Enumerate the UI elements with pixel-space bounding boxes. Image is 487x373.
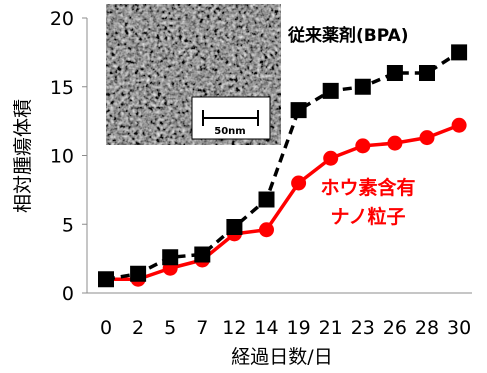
x-tick-label: 0 [100, 317, 112, 339]
data-point [354, 78, 371, 95]
data-point [419, 65, 435, 81]
y-tick-label: 5 [62, 214, 74, 236]
x-tick-label: 28 [415, 317, 439, 339]
x-tick-label: 5 [164, 317, 176, 339]
data-point [290, 102, 307, 119]
x-tick-label: 19 [287, 317, 311, 339]
series-layer [98, 44, 468, 288]
x-tick-labels: 0 2 5 7 12 14 19 21 23 26 28 30 [100, 317, 471, 339]
data-point [291, 175, 307, 191]
data-point [194, 246, 211, 263]
x-tick-label: 12 [222, 317, 246, 339]
series-line [106, 123, 460, 281]
data-point [387, 135, 403, 151]
data-point [258, 191, 275, 208]
x-tick-label: 23 [351, 317, 375, 339]
data-point [226, 219, 243, 235]
data-point [259, 222, 274, 238]
x-axis-title: 経過日数/日 [231, 346, 332, 368]
y-tick-label: 15 [50, 77, 74, 99]
x-tick-label: 7 [196, 317, 208, 339]
y-tick-label: 20 [50, 8, 74, 30]
data-point [162, 249, 179, 266]
data-point [98, 271, 114, 288]
y-ticks [82, 17, 87, 294]
micrograph-inset: 50nm [106, 4, 281, 145]
series-label-nanoparticle-line2: ナノ粒子 [330, 205, 405, 228]
scale-bar-label: 50nm [214, 126, 245, 137]
data-point [355, 138, 371, 154]
x-tick-label: 14 [254, 317, 278, 339]
x-tick-label: 26 [383, 317, 407, 339]
y-tick-labels: 0 5 10 15 20 [50, 8, 74, 305]
y-axis-title: 相対腫瘍体積 [12, 99, 34, 213]
data-point [451, 44, 468, 61]
data-point [386, 65, 403, 81]
data-point [323, 150, 339, 166]
x-tick-label: 2 [132, 317, 144, 339]
data-point [322, 82, 339, 99]
data-point [419, 130, 435, 146]
data-point [451, 117, 467, 133]
series-0 [98, 44, 468, 288]
y-tick-label: 0 [62, 283, 74, 305]
x-tick-label: 30 [447, 317, 471, 339]
series-label-bpa: 従来薬剤(BPA) [287, 25, 409, 46]
series-label-nanoparticle-line1: ホウ素含有 [320, 176, 415, 199]
y-tick-label: 10 [50, 146, 74, 168]
data-point [130, 265, 147, 282]
x-tick-label: 21 [319, 317, 343, 339]
